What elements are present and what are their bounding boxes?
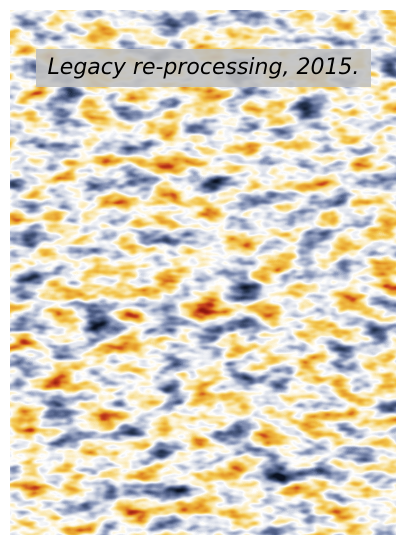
image-caption: Legacy re-processing, 2015. <box>36 49 371 87</box>
noise-texture <box>10 10 396 535</box>
seismic-section-image <box>10 10 396 535</box>
